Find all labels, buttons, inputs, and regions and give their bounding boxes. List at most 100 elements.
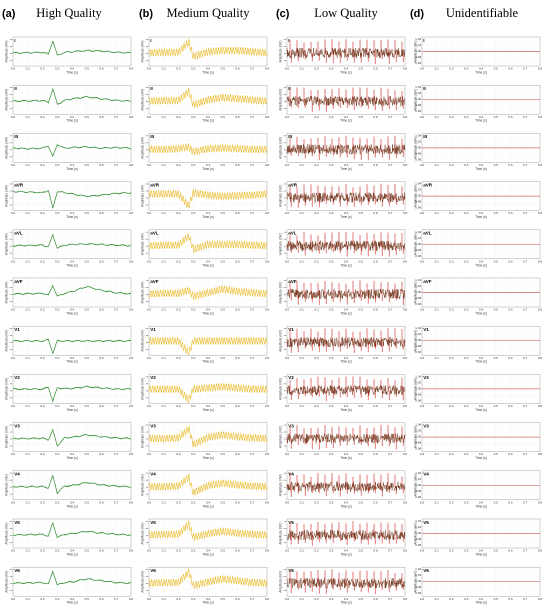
y-axis-label: Amplitude (mV)	[5, 523, 9, 545]
x-tick-label: 0.0	[285, 404, 290, 408]
x-tick-label: 0.6	[235, 452, 240, 456]
y-tick-mark	[9, 190, 13, 192]
x-tick-label: 0.3	[55, 308, 60, 312]
x-axis-label: Time (s)	[202, 408, 214, 412]
x-axis-label: Time (s)	[66, 504, 78, 508]
x-tick-label: 0.8	[129, 452, 134, 456]
y-tick-mark	[145, 472, 149, 474]
y-axis-label: Amplitude (mV)	[5, 137, 9, 159]
y-axis-label: Amplitude (mV)	[414, 426, 418, 448]
y-tick-mark	[145, 445, 149, 447]
x-tick-label: 0.2	[40, 163, 45, 167]
x-tick-label: 0.3	[464, 259, 469, 263]
y-tick-mark	[9, 521, 13, 522]
y-tick-mark	[9, 335, 13, 336]
x-tick-label: 0.3	[464, 308, 469, 312]
x-tick-label: 0.7	[250, 549, 255, 553]
y-axis-label: Amplitude (mV)	[279, 185, 283, 207]
ecg-trace	[286, 240, 406, 252]
y-axis-label: Amplitude (mV)	[279, 41, 283, 63]
ecg-panel-0-aVL: aVL Amplitude (mV)0.0 0.1 0.2 0.3 0.4 0.5 0.6 0.…	[5, 229, 133, 267]
ecg-panel-3-V2: V2 Amplitude (mV)1.04 1.02 1.00 0.98 0.96 0.0 0…	[414, 374, 542, 412]
x-tick-label: 0.1	[435, 549, 440, 553]
x-tick-label: 0.1	[435, 452, 440, 456]
x-tick-label: 0.4	[344, 115, 349, 119]
x-tick-label: 0.0	[285, 500, 290, 504]
x-tick-label: 0.5	[494, 500, 499, 504]
x-tick-label: 0.7	[388, 115, 393, 119]
x-axis-label: Time (s)	[66, 456, 78, 460]
x-tick-label: 0.5	[359, 259, 364, 263]
y-tick-mark	[9, 53, 13, 54]
y-tick-mark	[145, 204, 149, 206]
x-tick-label: 0.3	[464, 356, 469, 360]
x-tick-label: 0.7	[250, 404, 255, 408]
x-tick-label: 0.4	[70, 356, 75, 360]
y-tick-mark	[145, 342, 149, 343]
y-axis-label: Amplitude (mV)	[414, 185, 418, 207]
x-tick-label: 0.0	[285, 67, 290, 71]
x-tick-label: 0.7	[114, 452, 119, 456]
x-tick-label: 0.4	[479, 356, 484, 360]
y-tick-mark	[9, 342, 13, 343]
lead-label: V2	[288, 375, 294, 380]
lead-label: III	[14, 134, 18, 139]
y-axis-label: Amplitude (mV)	[5, 282, 9, 304]
x-tick-label: 0.2	[176, 211, 181, 215]
x-tick-label: 0.5	[494, 163, 499, 167]
y-tick-mark	[283, 376, 287, 378]
y-tick-mark	[9, 39, 13, 40]
y-tick-mark	[145, 46, 149, 47]
x-tick-label: 0.7	[114, 500, 119, 504]
x-tick-label: 0.6	[508, 115, 513, 119]
x-tick-label: 0.4	[479, 163, 484, 167]
x-tick-label: 0.1	[435, 500, 440, 504]
ecg-panel-1-V1: V1 Amplitude (mV)0.0 0.1 0.2 0.3 0.4 0.5 0.6 0.7…	[141, 325, 269, 364]
x-axis-label: Time (s)	[475, 312, 487, 316]
y-tick-mark	[9, 431, 13, 433]
x-tick-label: 0.4	[70, 259, 75, 263]
x-tick-label: 0.3	[329, 259, 334, 263]
x-tick-label: 0.5	[85, 500, 90, 504]
x-tick-label: 0.7	[250, 115, 255, 119]
x-tick-label: 0.3	[191, 211, 196, 215]
y-axis-label: Amplitude (mV)	[5, 378, 9, 400]
y-tick-mark	[145, 569, 149, 570]
x-tick-label: 0.4	[206, 500, 211, 504]
x-tick-label: 0.1	[26, 308, 31, 312]
y-tick-mark	[9, 101, 13, 102]
x-tick-label: 0.6	[99, 67, 104, 71]
x-tick-label: 0.3	[191, 500, 196, 504]
x-tick-label: 0.4	[344, 500, 349, 504]
x-tick-label: 0.7	[114, 163, 119, 167]
y-tick-mark	[283, 101, 287, 102]
x-tick-label: 0.2	[176, 404, 181, 408]
x-tick-label: 0.4	[206, 163, 211, 167]
x-tick-label: 0.4	[206, 259, 211, 263]
panel-title-3: Unidentifiable	[446, 6, 519, 20]
y-tick-label: 0.98	[415, 200, 421, 204]
y-tick-mark	[9, 535, 13, 536]
x-tick-label: 0.2	[314, 308, 319, 312]
x-axis-label: Time (s)	[66, 263, 78, 267]
y-tick-label: 0.98	[415, 151, 421, 155]
x-axis-label: Time (s)	[475, 553, 487, 557]
x-tick-label: 0.1	[300, 67, 305, 71]
x-tick-label: 0.8	[403, 404, 408, 408]
x-tick-label: 0.2	[449, 67, 454, 71]
x-tick-label: 0.6	[508, 597, 513, 601]
y-tick-mark	[145, 376, 149, 378]
y-tick-mark	[283, 46, 287, 47]
x-axis-label: Time (s)	[340, 360, 352, 364]
y-tick-mark	[9, 46, 13, 47]
x-tick-label: 0.7	[250, 259, 255, 263]
y-axis-label: Amplitude (mV)	[279, 523, 283, 545]
x-tick-label: 0.2	[314, 549, 319, 553]
y-tick-mark	[145, 390, 149, 392]
x-tick-label: 0.0	[285, 259, 290, 263]
y-tick-mark	[283, 431, 287, 433]
y-tick-mark	[145, 328, 149, 329]
lead-label: V6	[288, 568, 294, 573]
x-axis-label: Time (s)	[340, 312, 352, 316]
y-axis-label: Amplitude (mV)	[141, 378, 145, 400]
